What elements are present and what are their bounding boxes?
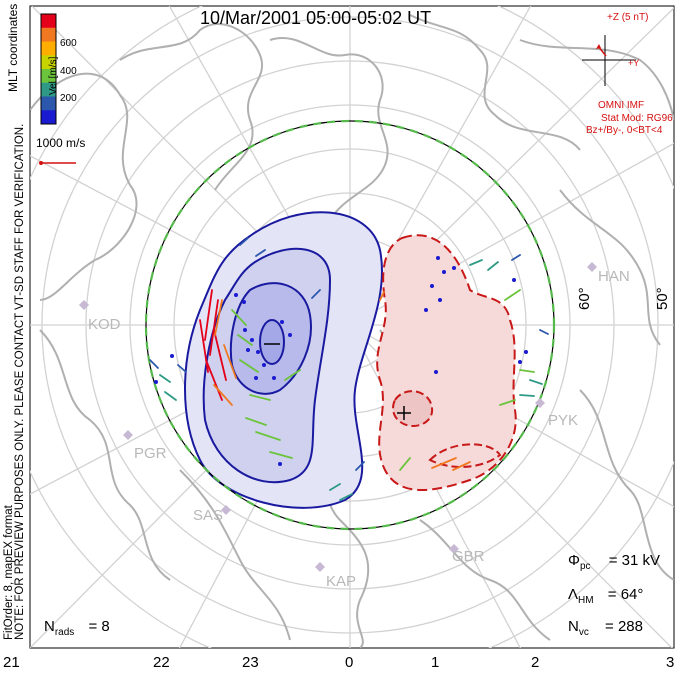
site-marker-han [587, 262, 597, 272]
imf-z-label: +Z (5 nT) [607, 12, 649, 23]
colorbar-swatch [41, 14, 56, 29]
stat-phi-sub: pc [579, 561, 591, 572]
vector-scale-arrow [39, 161, 76, 165]
negative-potential-cell [184, 211, 384, 509]
mlt-tick-1: 1 [431, 654, 440, 671]
velocity-colorbar [40, 13, 57, 125]
stat-phi-pc: Φpc = 31 kV [568, 552, 660, 572]
map-title: 10/Mar/2001 05:00-05:02 UT [200, 8, 432, 28]
stat-nvc-sub: vc [578, 627, 589, 638]
site-marker-pgr [123, 430, 133, 440]
stat-nrads: Nrads = 8 [44, 618, 110, 638]
fit-order-note: FitOrder: 8, mapEX format [3, 505, 15, 640]
mlt-tick-22: 22 [153, 654, 170, 671]
mlt-tick-0: 0 [345, 654, 354, 671]
hm-boundary-dash [144, 119, 556, 531]
site-label-kap: KAP [326, 573, 357, 590]
site-marker-kap [315, 562, 325, 572]
latitude-label-50: 50° [654, 287, 671, 310]
colorbar-swatch [41, 69, 56, 84]
stat-nrads-symbol: N [44, 618, 55, 635]
imf-condition: Bz+/By-, 0<BT<4 [586, 125, 663, 136]
colorbar-swatch [41, 27, 56, 42]
stat-phi-symbol: Φ [568, 552, 580, 569]
imf-model: Stat Mod: RG96 [601, 113, 673, 124]
stat-nvc-symbol: N [568, 618, 579, 635]
site-label-sas: SAS [193, 507, 224, 524]
radar-site-markers [79, 262, 597, 572]
mlt-tick-23: 23 [242, 654, 259, 671]
colorbar-swatch [41, 110, 56, 125]
stat-nvc-value: = 288 [605, 618, 643, 635]
site-marker-kod [79, 300, 89, 310]
mlt-tick-21: 21 [3, 654, 20, 671]
site-label-han: HAN [598, 268, 630, 285]
stat-lambda-value: = 64° [607, 586, 644, 603]
site-label-gbr: GBR [452, 548, 485, 565]
colorbar-tick-200: 200 [60, 93, 77, 104]
site-marker-gbr [449, 544, 459, 554]
positive-potential-cell [376, 234, 517, 491]
stat-lambda-hm: ΛHM = 64° [568, 586, 643, 606]
site-label-pgr: PGR [134, 445, 167, 462]
mlt-tick-2: 2 [531, 654, 540, 671]
preview-note: NOTE: FOR PREVIEW PURPOSES ONLY. PLEASE … [14, 123, 26, 640]
latitude-label-60: 60° [576, 287, 593, 310]
colorbar-swatch [41, 41, 56, 56]
imf-y-label: +Y [628, 58, 640, 68]
colorbar-swatch [41, 55, 56, 70]
vector-scale-label: 1000 m/s [36, 136, 86, 150]
site-label-pyk: PYK [548, 412, 579, 429]
colorbar-tick-400: 400 [60, 66, 77, 77]
site-marker-sas [221, 505, 231, 515]
colorbar-tick-600: 600 [60, 38, 77, 49]
stat-phi-value: = 31 kV [608, 552, 660, 569]
imf-dial [582, 35, 636, 86]
colorbar-swatch [41, 96, 56, 111]
colorbar-label: Vel [m/s] [48, 56, 59, 95]
site-marker-pyk [535, 398, 545, 408]
stat-nrads-sub: rads [54, 627, 75, 638]
stat-nrads-value: = 8 [88, 618, 110, 635]
stat-lambda-symbol: Λ [568, 586, 579, 603]
site-label-kod: KOD [88, 316, 121, 333]
stat-nvc: Nvc = 288 [568, 618, 643, 638]
velocity-vectors [149, 237, 549, 501]
colorbar-outline [40, 13, 57, 125]
mlt-tick-3: 3 [666, 654, 675, 671]
colorbar-swatch [41, 82, 56, 97]
coordinate-label: MLT coordinates [6, 3, 20, 92]
stat-lambda-sub: HM [578, 595, 594, 606]
imf-source: OMNI IMF [598, 100, 645, 111]
